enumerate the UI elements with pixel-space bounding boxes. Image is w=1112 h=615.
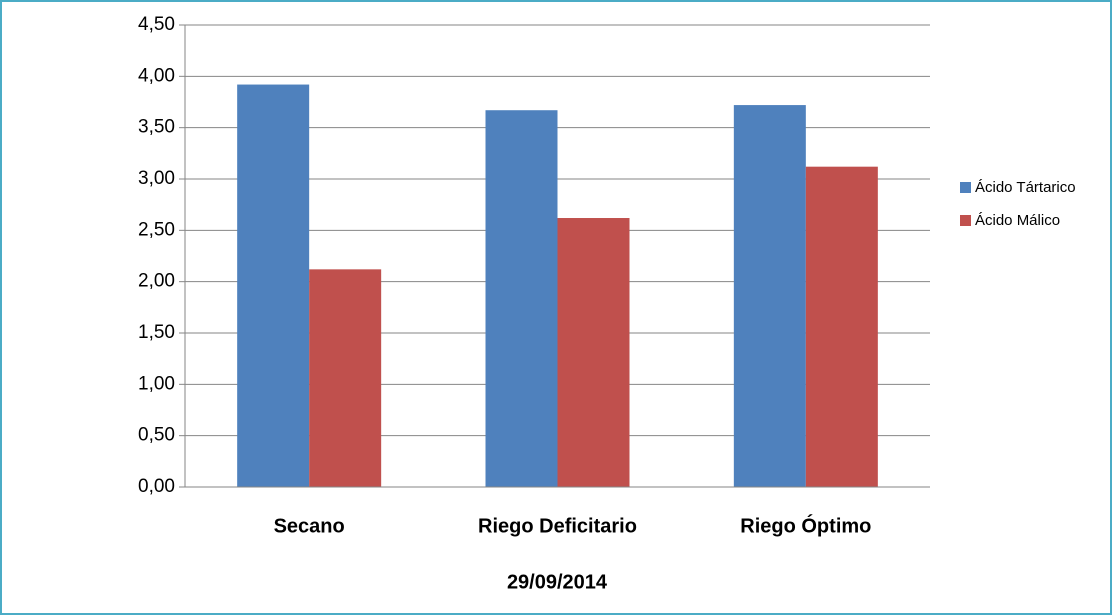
y-tick-label: 0,00 (138, 476, 175, 497)
x-axis-label: 29/09/2014 (507, 571, 608, 593)
y-tick-label: 0,50 (138, 425, 175, 446)
y-tick-label: 3,00 (138, 168, 175, 189)
bar (733, 105, 806, 487)
y-tick-label: 3,50 (138, 117, 175, 138)
x-tick-label: Riego Óptimo (740, 513, 871, 537)
legend-swatch (960, 215, 971, 226)
legend-label: Ácido Tártarico (975, 179, 1076, 196)
y-tick-label: 1,00 (138, 373, 175, 394)
x-tick-label: Riego Deficitario (478, 515, 637, 537)
legend-swatch (960, 182, 971, 193)
x-tick-label: Secano (274, 515, 345, 537)
bar (309, 269, 382, 487)
y-tick-label: 4,50 (138, 14, 175, 35)
y-tick-label: 2,00 (138, 271, 175, 292)
bar (805, 166, 878, 487)
bar (557, 218, 630, 487)
legend-label: Ácido Málico (975, 212, 1060, 229)
y-tick-label: 4,00 (138, 65, 175, 86)
bar (485, 110, 558, 488)
bar (237, 84, 310, 488)
y-tick-label: 1,50 (138, 322, 175, 343)
y-tick-label: 2,50 (138, 219, 175, 240)
